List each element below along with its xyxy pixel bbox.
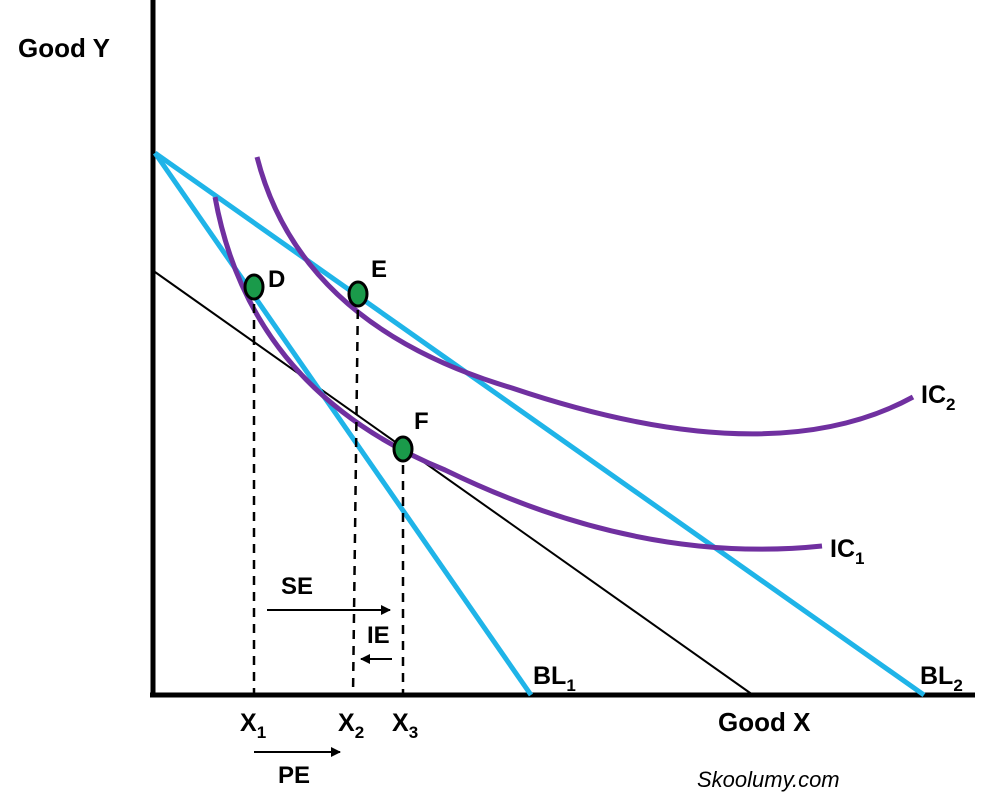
point-f-label: F bbox=[414, 408, 429, 435]
indifference-curve-2 bbox=[254, 156, 915, 437]
drop-line-x2 bbox=[351, 293, 360, 696]
point-e-marker bbox=[347, 280, 369, 308]
point-d-marker bbox=[243, 273, 265, 301]
point-f-marker bbox=[392, 435, 414, 463]
budget-line-2 bbox=[153, 150, 926, 698]
bl1-label: BL1 bbox=[533, 662, 576, 695]
watermark: Skoolumy.com bbox=[697, 767, 840, 792]
ic2-label: IC2 bbox=[921, 381, 955, 414]
income-effect-label: IE bbox=[367, 622, 390, 649]
point-d-label: D bbox=[268, 266, 285, 293]
substitution-effect-label: SE bbox=[281, 573, 313, 600]
x2-label: X2 bbox=[338, 709, 364, 742]
x3-label: X3 bbox=[392, 709, 418, 742]
compensated-budget-line bbox=[154, 271, 754, 696]
budget-line-1 bbox=[152, 151, 534, 697]
price-effect-label: PE bbox=[278, 762, 310, 789]
point-e-label: E bbox=[371, 256, 387, 283]
x-axis-label: Good X bbox=[718, 707, 811, 737]
x1-label: X1 bbox=[240, 709, 266, 742]
ic1-label: IC1 bbox=[830, 535, 864, 568]
y-axis-label: Good Y bbox=[18, 33, 110, 63]
bl2-label: BL2 bbox=[920, 662, 963, 695]
